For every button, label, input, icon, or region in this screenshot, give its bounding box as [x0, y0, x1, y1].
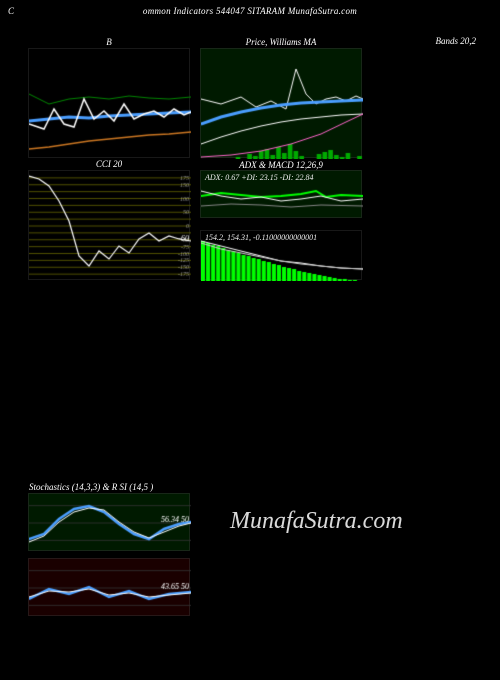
header-c: C	[8, 6, 14, 16]
panel-adx-prefix: ADX & MACD 12,26,9	[201, 160, 361, 170]
panel-rsi	[28, 558, 190, 616]
panel-cci-title: CCI 20	[29, 159, 189, 169]
panel-price-ma: Price, Williams MA	[200, 48, 362, 158]
panel-macd-values: 154.2, 154.31, -0.11000000000001	[205, 233, 317, 242]
panel-rsi-canvas	[29, 559, 191, 617]
panel-b: B	[28, 48, 190, 158]
panel-cci-canvas	[29, 171, 191, 281]
panel-b-title: B	[29, 37, 189, 47]
panel-stoch-canvas	[29, 494, 191, 552]
panel-adx-values: ADX: 0.67 +DI: 23.15 -DI: 22.84	[205, 173, 314, 182]
panel-bands: Bands 20,2	[380, 48, 480, 158]
header-title: ommon Indicators 544047 SITARAM MunafaSu…	[143, 6, 357, 16]
panel-price-canvas	[201, 49, 363, 159]
watermark: MunafaSutra.com	[230, 508, 403, 535]
page-header: C ommon Indicators 544047 SITARAM Munafa…	[0, 0, 500, 18]
panel-b-canvas	[29, 49, 191, 159]
panel-bands-title: Bands 20,2	[380, 36, 476, 46]
panel-adx: ADX & MACD 12,26,9 ADX: 0.67 +DI: 23.15 …	[200, 170, 362, 218]
panel-stoch-title: Stochastics (14,3,3) & R SI (14,5 )	[29, 482, 489, 492]
panel-macd: 154.2, 154.31, -0.11000000000001	[200, 230, 362, 280]
panel-stoch: Stochastics (14,3,3) & R SI (14,5 )	[28, 493, 190, 551]
panel-price-title: Price, Williams MA	[201, 37, 361, 47]
panel-cci: CCI 20	[28, 170, 190, 280]
